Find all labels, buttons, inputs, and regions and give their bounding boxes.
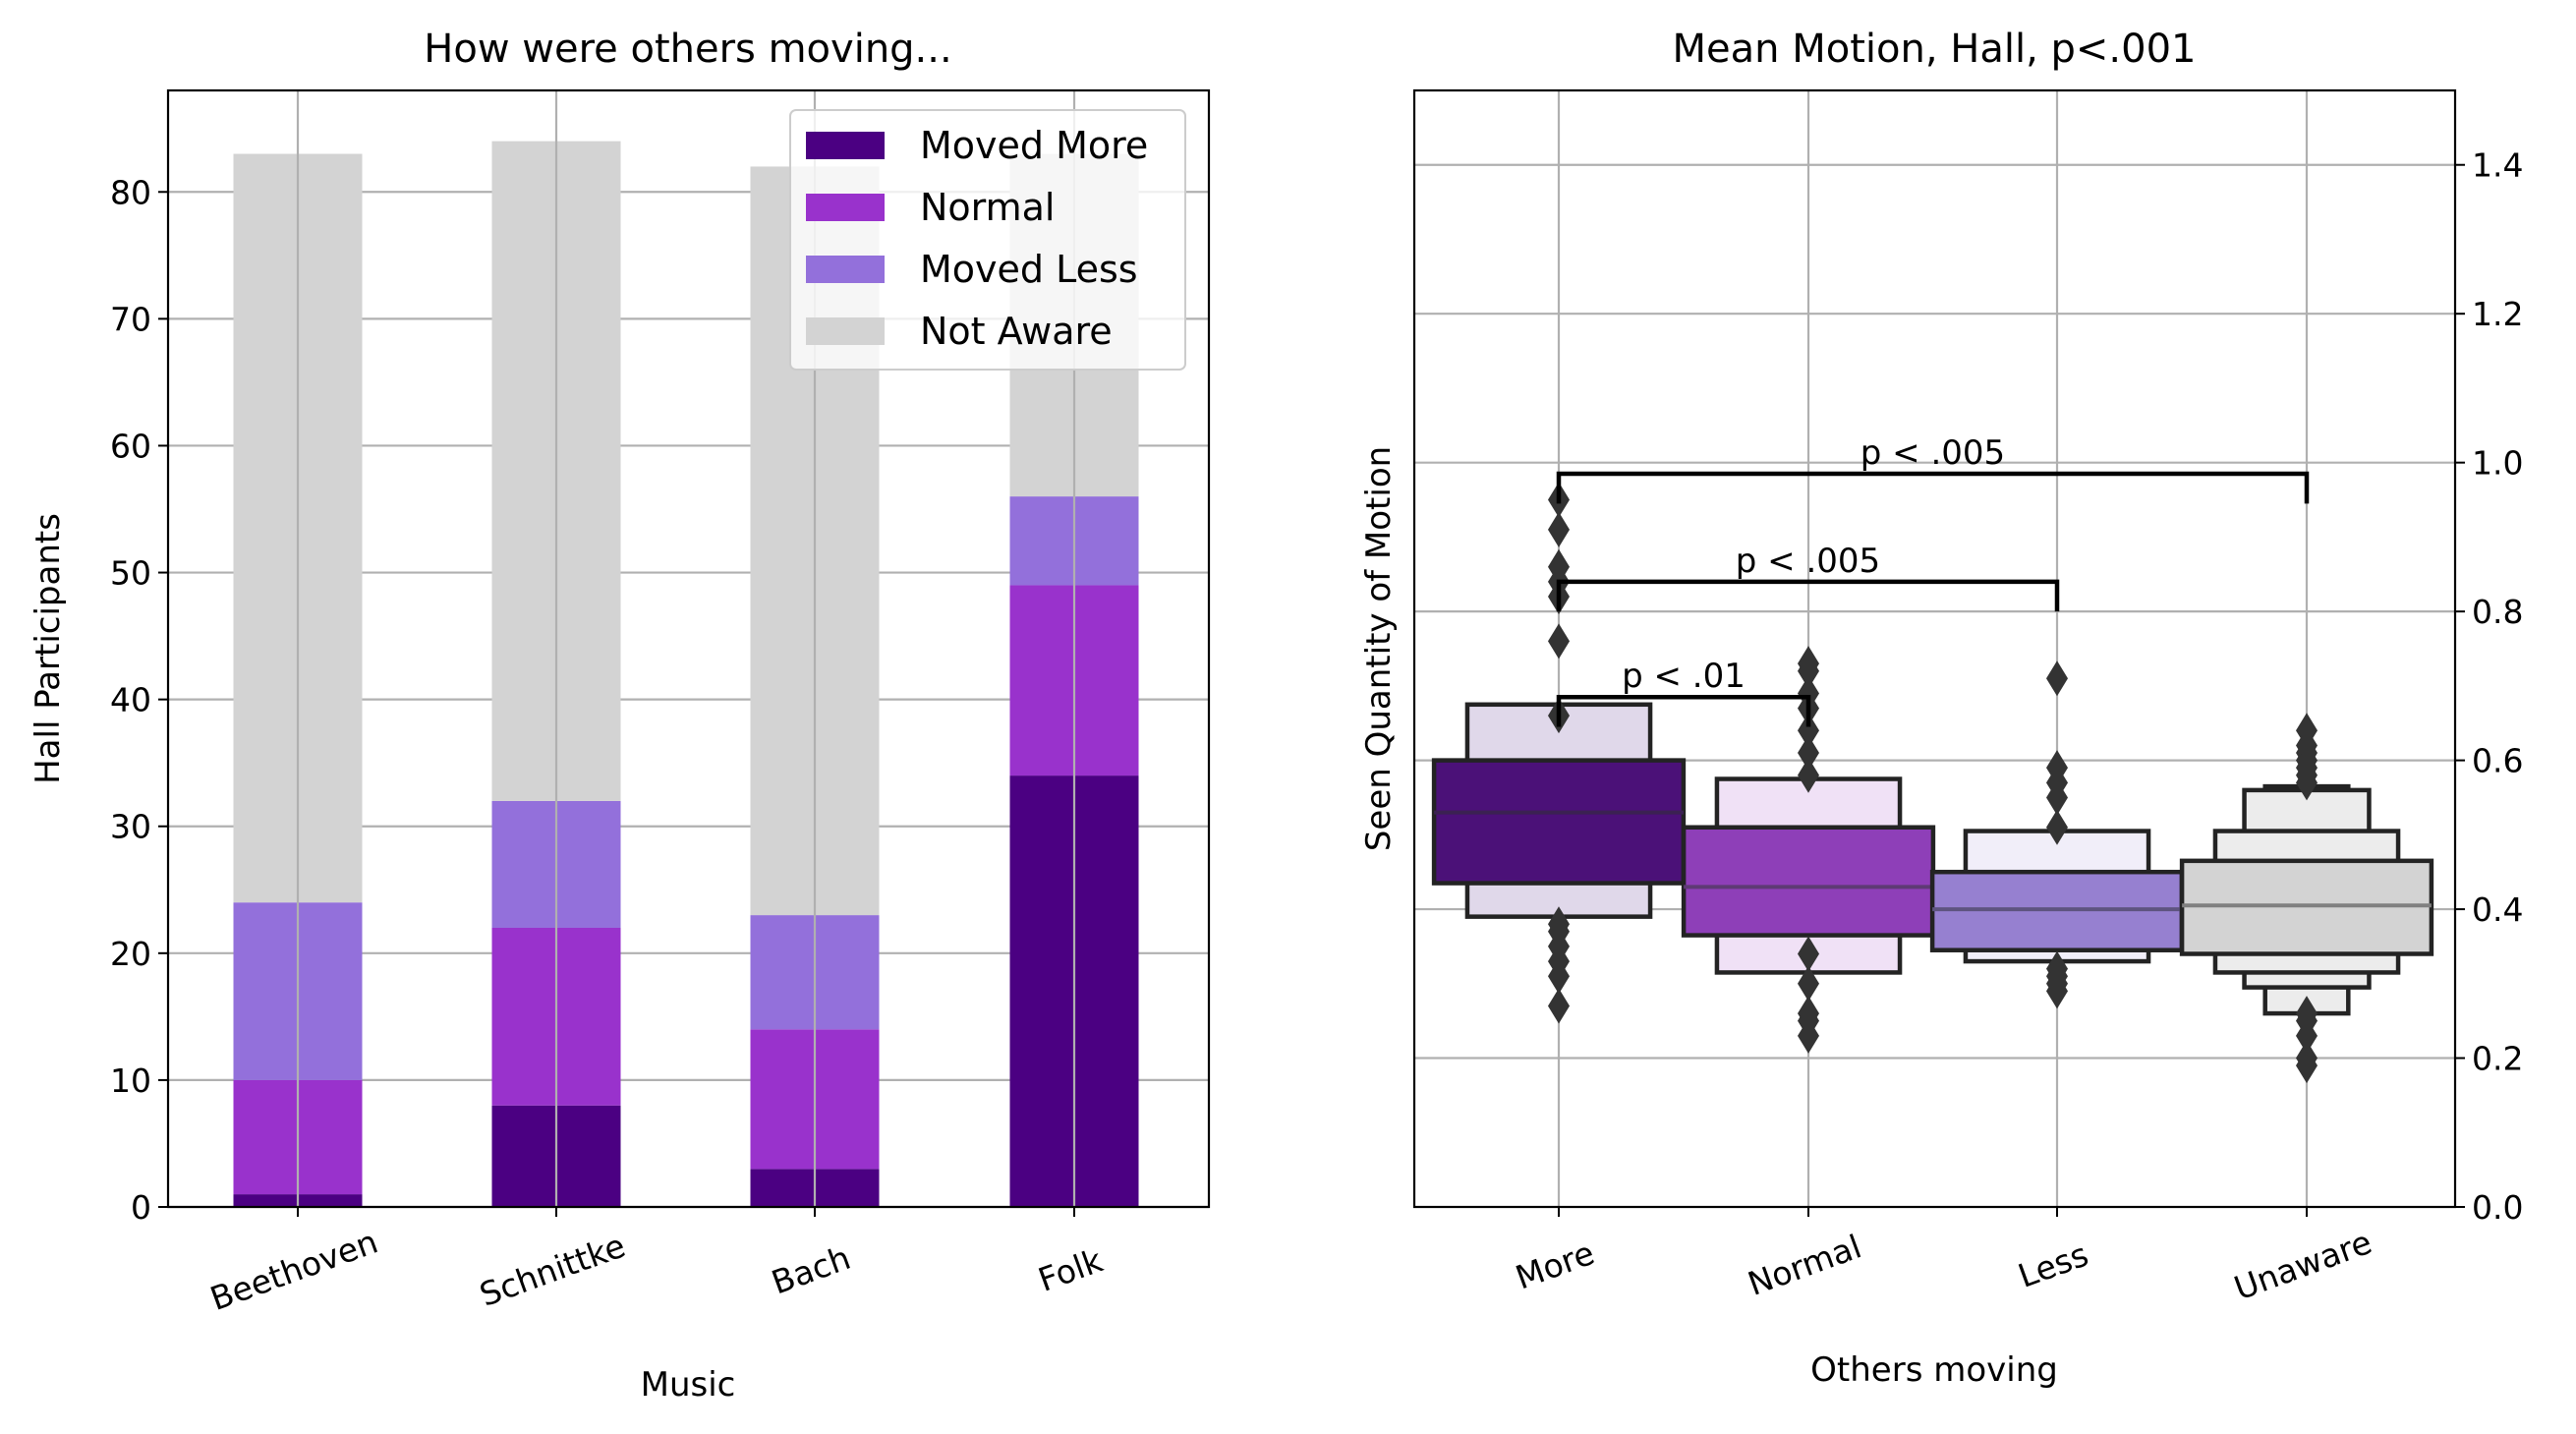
boxen-level: [1681, 825, 1936, 938]
stacked-bar-chart: 0 10 20 30 40 50 60 70 80 Beethoven Schnittke Bach…: [29, 27, 1211, 1405]
outlier-marker: [2296, 1040, 2318, 1076]
left-x-axis-label: Music: [641, 1365, 736, 1405]
legend-swatch: [806, 317, 885, 345]
y-tick-label: 20: [110, 935, 151, 973]
outlier-marker: [1548, 511, 1570, 547]
x-tick-label: Less: [2013, 1234, 2092, 1294]
outlier-marker: [1548, 548, 1570, 585]
y-tick-label: 0.4: [2472, 890, 2523, 929]
significance-label: p < .01: [1622, 657, 1746, 696]
outlier-marker: [1548, 906, 1570, 943]
outlier-marker: [2046, 950, 2068, 987]
outlier-marker: [1798, 965, 1819, 1002]
legend-label: Not Aware: [920, 310, 1113, 353]
x-tick-label: Bach: [767, 1238, 855, 1302]
boxen-level: [1431, 758, 1687, 886]
y-tick-label: 0.0: [2472, 1188, 2523, 1227]
outlier-marker: [1798, 996, 1819, 1032]
significance-label: p < .005: [1860, 433, 2005, 473]
outlier-marker: [1548, 623, 1570, 660]
x-tick-label: Unaware: [2229, 1223, 2376, 1307]
right-x-axis-label: Others moving: [1810, 1350, 2058, 1390]
y-tick-label: 40: [110, 681, 151, 719]
right-y-ticks: 0.0 0.2 0.4 0.6 0.8 1.0 1.2 1.4: [2455, 146, 2523, 1227]
outlier-marker: [2046, 750, 2068, 786]
y-tick-label: 0.8: [2472, 593, 2523, 631]
left-y-ticks: 0 10 20 30 40 50 60 70 80: [110, 173, 168, 1227]
outlier-marker: [2046, 660, 2068, 697]
y-tick-label: 0.6: [2472, 742, 2523, 780]
left-bars: [233, 90, 1139, 1207]
outlier-marker: [1798, 757, 1819, 793]
left-legend: Moved More Normal Moved Less Not Aware: [789, 109, 1186, 371]
left-plot-frame: [166, 88, 1211, 1209]
outlier-marker: [1798, 675, 1819, 712]
x-tick-label: Beethoven: [205, 1222, 383, 1318]
left-chart-title: How were others moving...: [424, 27, 951, 72]
boxen-plot-chart: p < .01 p < .005 p < .005 0.0 0.2 0.4 0.6 0.8 1…: [1359, 27, 2523, 1390]
legend-swatch: [806, 256, 885, 283]
y-tick-label: 50: [110, 554, 151, 593]
y-tick-label: 0.2: [2472, 1040, 2523, 1078]
x-tick-label: More: [1511, 1233, 1599, 1297]
right-chart-title: Mean Motion, Hall, p<.001: [1673, 27, 2197, 72]
y-tick-label: 10: [110, 1061, 151, 1100]
left-x-ticks: Beethoven Schnittke Bach Folk: [205, 1207, 1109, 1318]
right-x-ticks: More Normal Less Unaware: [1511, 1207, 2376, 1307]
outlier-marker: [2046, 809, 2068, 845]
y-tick-label: 70: [110, 300, 151, 338]
y-tick-label: 0: [131, 1188, 151, 1227]
right-significance-brackets: p < .01 p < .005 p < .005: [1556, 433, 2310, 727]
outlier-marker: [2296, 996, 2318, 1032]
right-plot-frame: [1412, 88, 2457, 1209]
y-tick-label: 1.4: [2472, 146, 2523, 185]
y-tick-label: 60: [110, 427, 151, 465]
x-tick-label: Schnittke: [475, 1226, 630, 1313]
outlier-marker: [1798, 735, 1819, 772]
outlier-marker: [1798, 936, 1819, 972]
right-boxes: [1431, 482, 2434, 1084]
legend-label: Moved Less: [920, 248, 1138, 291]
legend-label: Normal: [920, 186, 1056, 229]
x-tick-label: Folk: [1033, 1240, 1108, 1299]
left-y-axis-label: Hall Participants: [29, 513, 68, 784]
significance-bracket: [1556, 694, 1811, 727]
outlier-marker: [1798, 646, 1819, 682]
right-y-axis-label: Seen Quantity of Motion: [1359, 446, 1399, 851]
y-tick-label: 1.2: [2472, 295, 2523, 333]
y-tick-label: 80: [110, 173, 151, 211]
legend-swatch: [806, 194, 885, 221]
legend-swatch: [806, 132, 885, 159]
outlier-marker: [1548, 988, 1570, 1024]
legend-frame: [789, 109, 1186, 371]
significance-bracket: [1556, 471, 2310, 504]
outlier-marker: [1798, 713, 1819, 749]
legend-label: Moved More: [920, 124, 1148, 167]
significance-bracket: [1556, 579, 2060, 612]
y-tick-label: 1.0: [2472, 444, 2523, 483]
x-tick-label: Normal: [1743, 1227, 1866, 1302]
y-tick-label: 30: [110, 808, 151, 846]
outlier-marker: [2296, 713, 2318, 749]
significance-label: p < .005: [1736, 542, 1880, 581]
